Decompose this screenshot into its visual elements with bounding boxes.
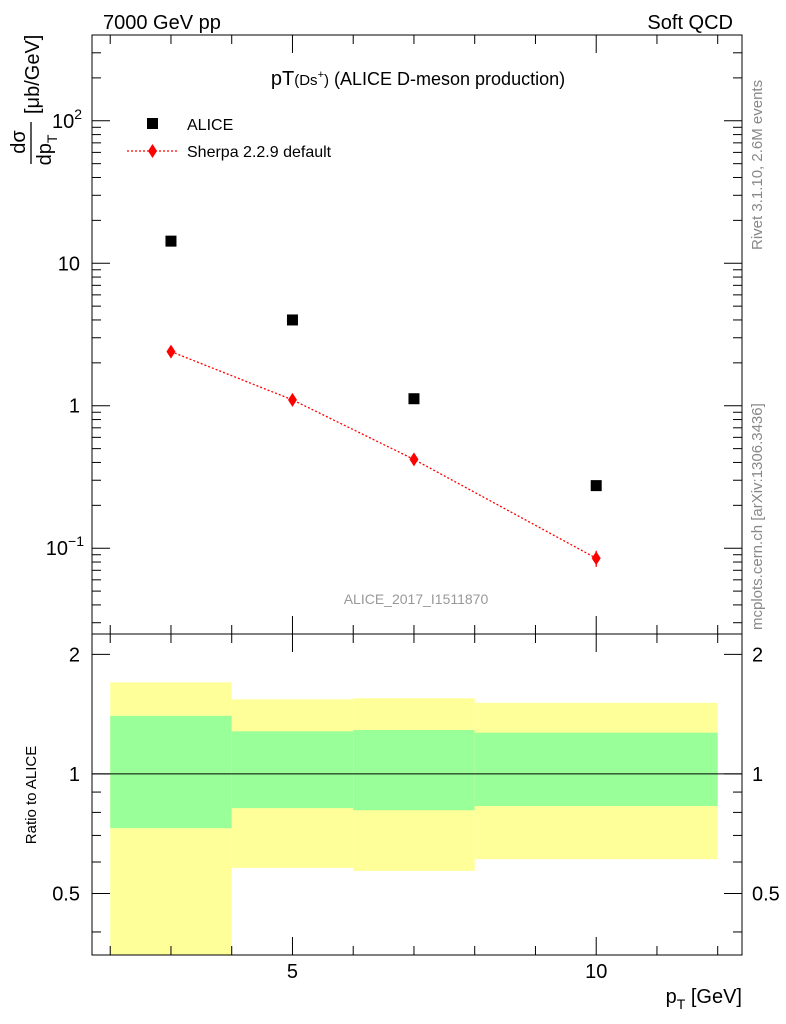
legend-label-alice: ALICE [187,117,233,134]
ratio-y-axis-label: Ratio to ALICE [23,746,40,844]
alice-point [165,235,177,247]
ratio-y-tick-label-right-1: 1 [752,764,763,786]
x-tick-label-1: 10 [585,961,607,983]
x-axis-label-unit: [GeV] [685,986,742,1008]
alice-point [590,480,602,492]
ratio-band-inner-1 [231,731,354,809]
ratio-plot-frame [91,633,743,956]
y-tick-label-3: 102 [52,106,82,133]
x-axis-label-p: p [666,986,677,1008]
x-axis-label-sub: T [677,996,686,1012]
y-axis-label-den-main: dp [34,143,56,165]
main-ticks: 10−1 1 10 102 [46,34,742,634]
y-tick-label-2: 10 [58,253,80,275]
y-axis-label-unit: [μb/GeV] [22,35,44,114]
series-sherpa [166,344,601,567]
legend-marker-alice [147,118,158,129]
chart-title-rest: (ALICE D-meson production) [329,69,565,89]
y-axis-label-den-sub: T [44,134,60,143]
ratio-y-tick-label-left-2: 2 [69,644,80,666]
legend: ALICE Sherpa 2.2.9 default [127,117,332,161]
mcplots-label: mcplots.cern.ch [arXiv:1306.3436] [749,403,766,630]
ratio-band-inner-0 [110,715,232,829]
ratio-bands [110,682,718,955]
ratio-band-inner-2 [353,729,475,811]
ratio-y-tick-label-left-1: 1 [69,764,80,786]
series-alice [165,235,602,492]
sherpa-point [287,392,297,407]
y-tick-label-1: 1 [69,396,80,418]
ratio-band-inner-3 [474,732,718,807]
ratio-y-tick-label-left-0: 0.5 [52,883,80,905]
sherpa-point [166,344,176,359]
legend-label-sherpa: Sherpa 2.2.9 default [187,144,332,161]
chart-title-close: ) [324,72,329,89]
y-axis-label: dσ dpT [μb/GeV] [8,35,60,166]
y-tick-label-0: 10−1 [46,533,84,560]
ratio-y-tick-label-right-0: 0.5 [752,883,780,905]
alice-point [408,393,420,405]
y-axis-label-numerator: dσ [8,130,30,154]
legend-marker-sherpa [148,144,157,158]
analysis-watermark: ALICE_2017_I1511870 [344,591,489,607]
x-axis-label: pT [GeV] [666,986,742,1012]
y-axis-label-denominator: dpT [34,134,60,165]
sherpa-line [170,350,597,559]
ratio-ticks: 5 10 0.5 0.5 1 1 2 2 [52,634,780,983]
alice-point [286,314,298,326]
chart-title: pT(Ds+) (ALICE D-meson production) [271,68,565,90]
sherpa-point [409,452,419,467]
sherpa-point [591,551,601,566]
x-tick-label-0: 5 [287,961,298,983]
chart-title-main: pT [271,68,294,90]
ratio-y-tick-label-right-2: 2 [752,644,763,666]
header-energy-label: 7000 GeV pp [103,12,221,34]
header-category-label: Soft QCD [647,12,733,34]
chart-title-sup: + [318,69,324,81]
chart-title-sub: (Ds [294,72,317,89]
rivet-version-label: Rivet 3.1.10, 2.6M events [749,80,766,250]
